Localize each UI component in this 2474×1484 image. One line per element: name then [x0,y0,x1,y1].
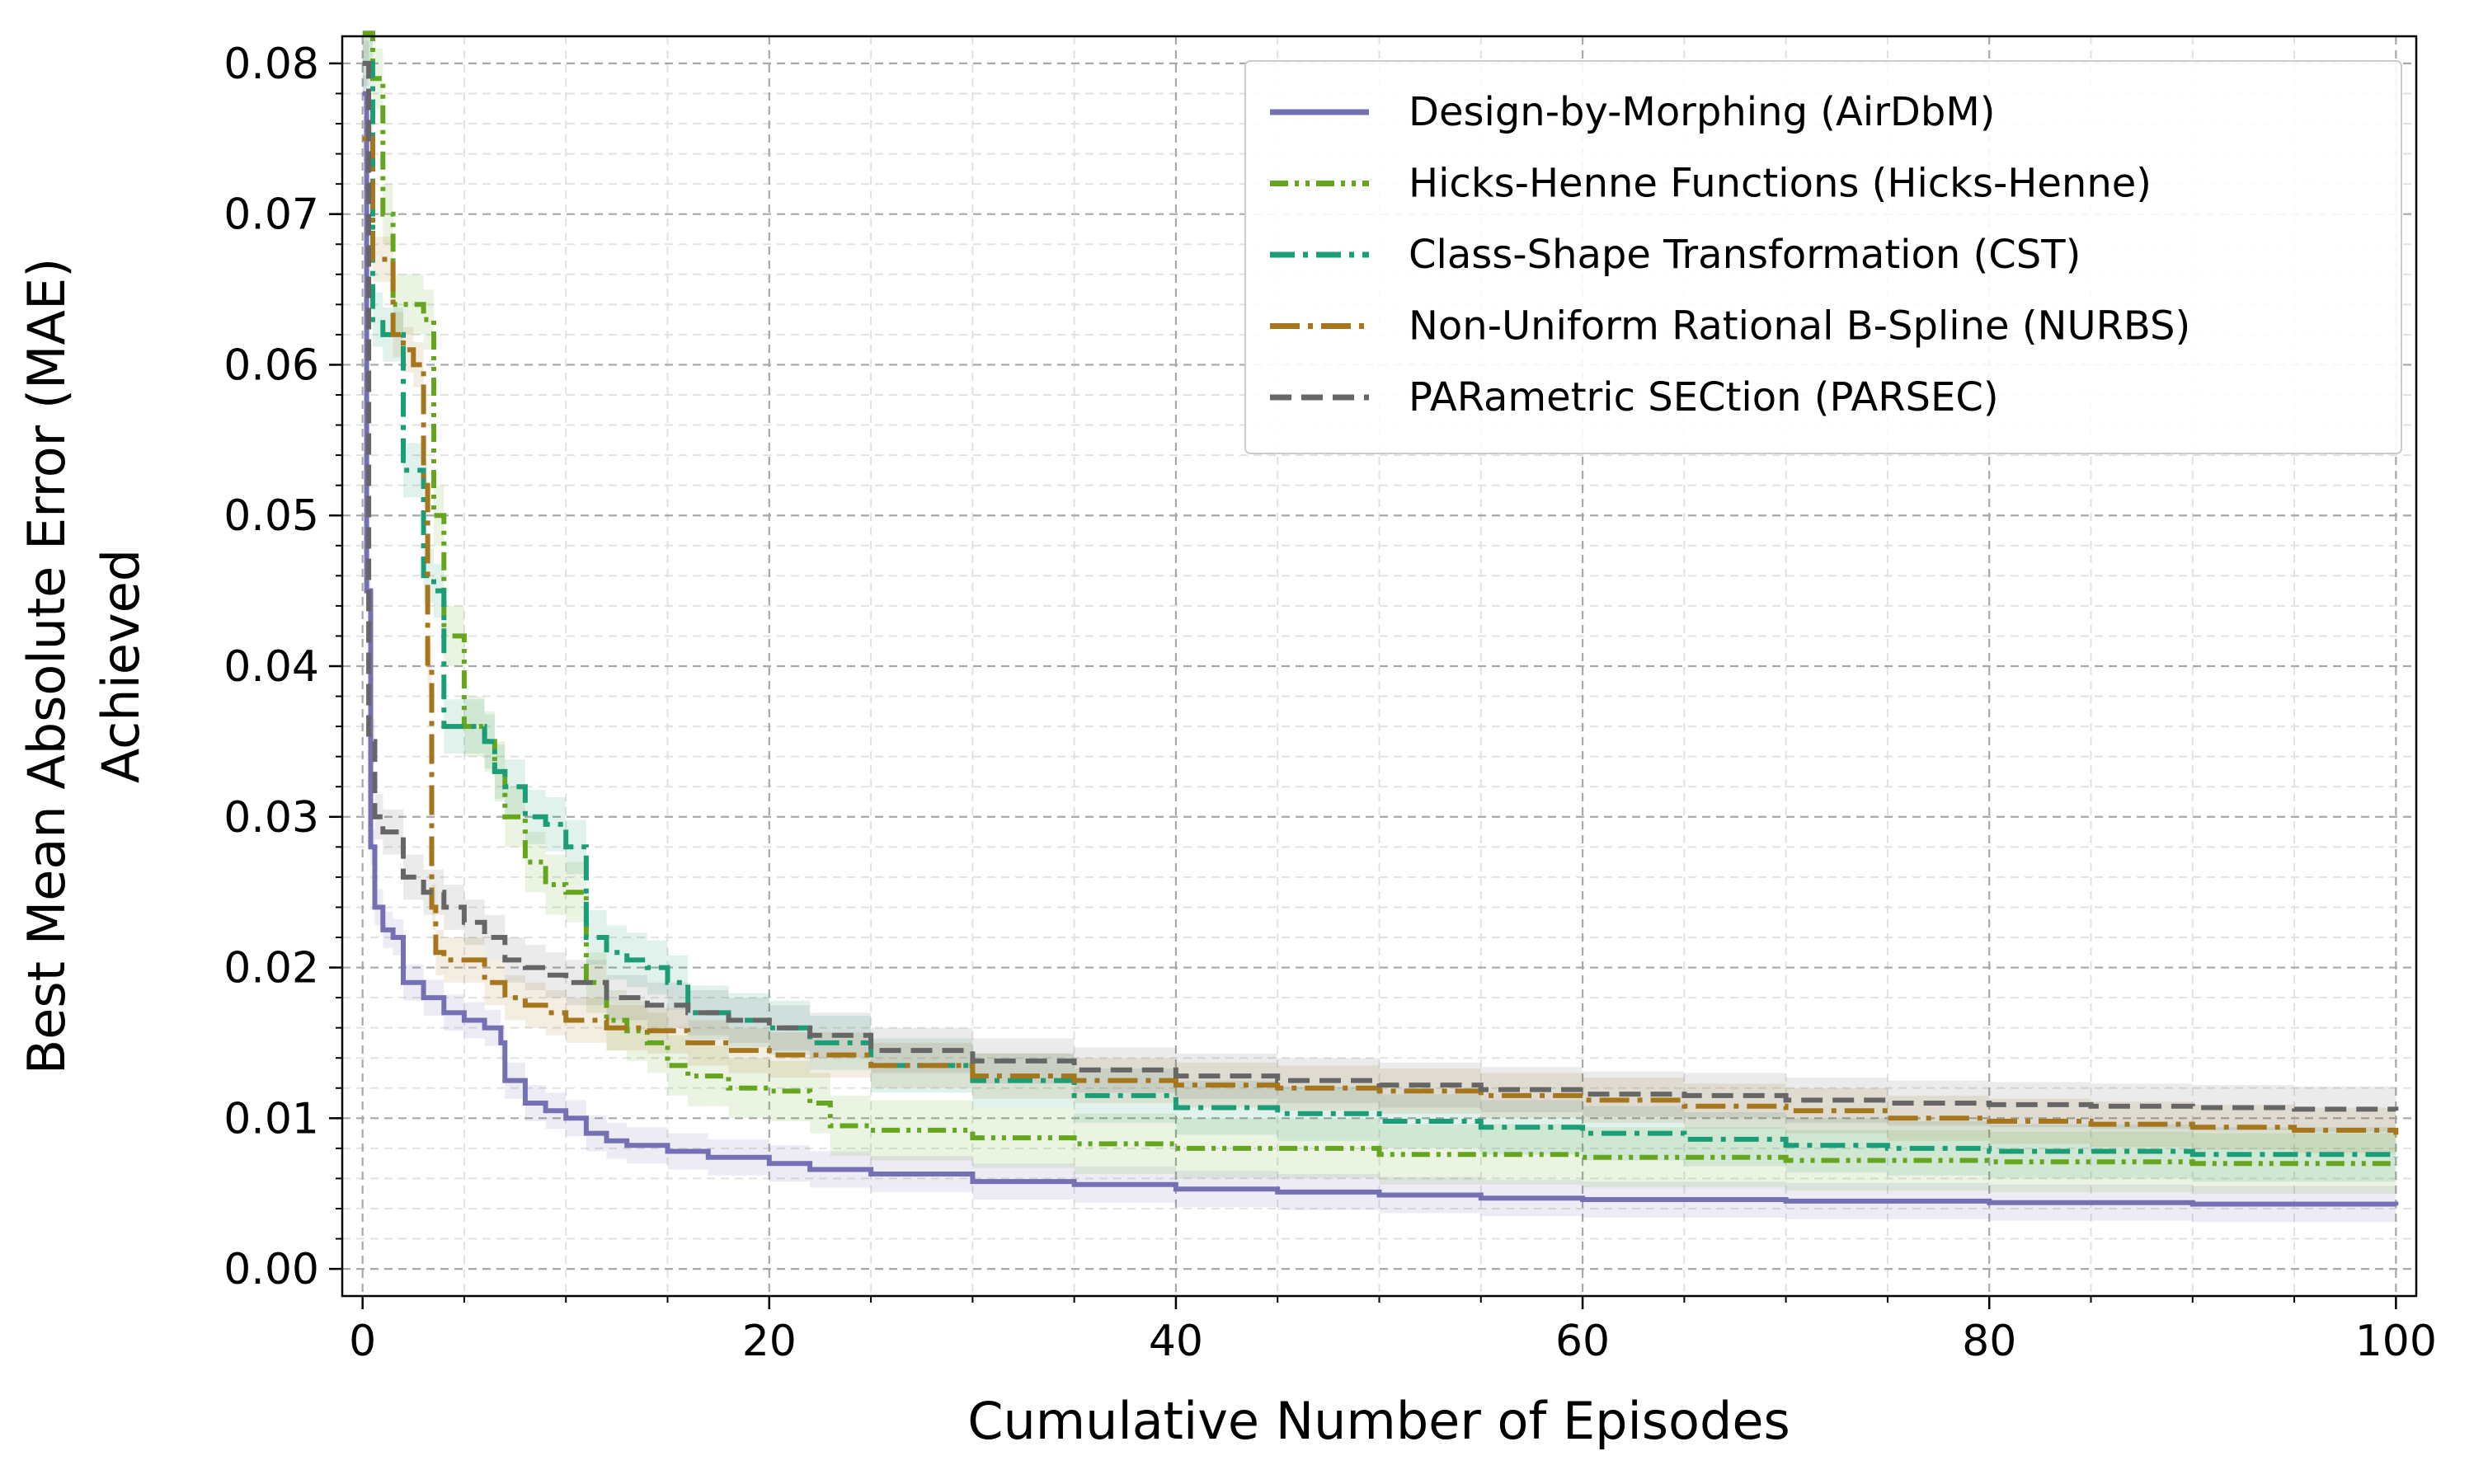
legend-box [1244,60,2402,454]
series-line-3 [362,136,2399,1135]
y-tick-label: 0.02 [223,944,319,993]
y-tick-label: 0.00 [223,1245,319,1294]
x-tick-label: 100 [2355,1317,2437,1366]
legend-label-3: Non-Uniform Rational B-Spline (NURBS) [1409,303,2190,350]
legend-label-2: Class-Shape Transformation (CST) [1409,232,2081,278]
y-axis-title-line2: Achieved [91,549,151,783]
series-line-2 [362,60,2399,1158]
x-tick-labels: 0 20 40 60 80 100 [349,1317,2437,1366]
x-tick-label: 20 [742,1317,797,1366]
x-tick-label: 60 [1555,1317,1610,1366]
y-tick-label: 0.08 [223,40,319,89]
legend-label-4: PARametric SECtion (PARSEC) [1409,374,1999,420]
series-line-0 [362,91,2399,1207]
x-tick-label: 0 [349,1317,376,1366]
y-axis-title: Best Mean Absolute Error (MAE) [16,258,77,1075]
y-tick-label: 0.07 [223,190,319,240]
y-tick-label: 0.05 [223,491,319,541]
y-tick-labels: 0.00 0.01 0.02 0.03 0.04 0.05 0.06 0.07 0.08 [223,40,319,1294]
series-lines [362,31,2399,1207]
series-line-1 [362,31,2399,1167]
y-tick-label: 0.04 [223,642,319,692]
x-axis-title: Cumulative Number of Episodes [967,1391,1790,1451]
y-tick-label: 0.06 [223,340,319,390]
legend-label-0: Design-by-Morphing (AirDbM) [1409,89,1996,135]
series-line-4 [362,60,2399,1112]
axis-ticks [329,62,2397,1309]
legend: Design-by-Morphing (AirDbM) Hicks-Henne F… [1244,60,2402,454]
x-tick-label: 80 [1962,1317,2016,1366]
legend-items: Design-by-Morphing (AirDbM) Hicks-Henne F… [1270,89,2190,420]
y-tick-label: 0.01 [223,1094,319,1144]
x-tick-label: 40 [1149,1317,1203,1366]
y-tick-label: 0.03 [223,793,319,843]
legend-label-1: Hicks-Henne Functions (Hicks-Henne) [1409,161,2152,207]
